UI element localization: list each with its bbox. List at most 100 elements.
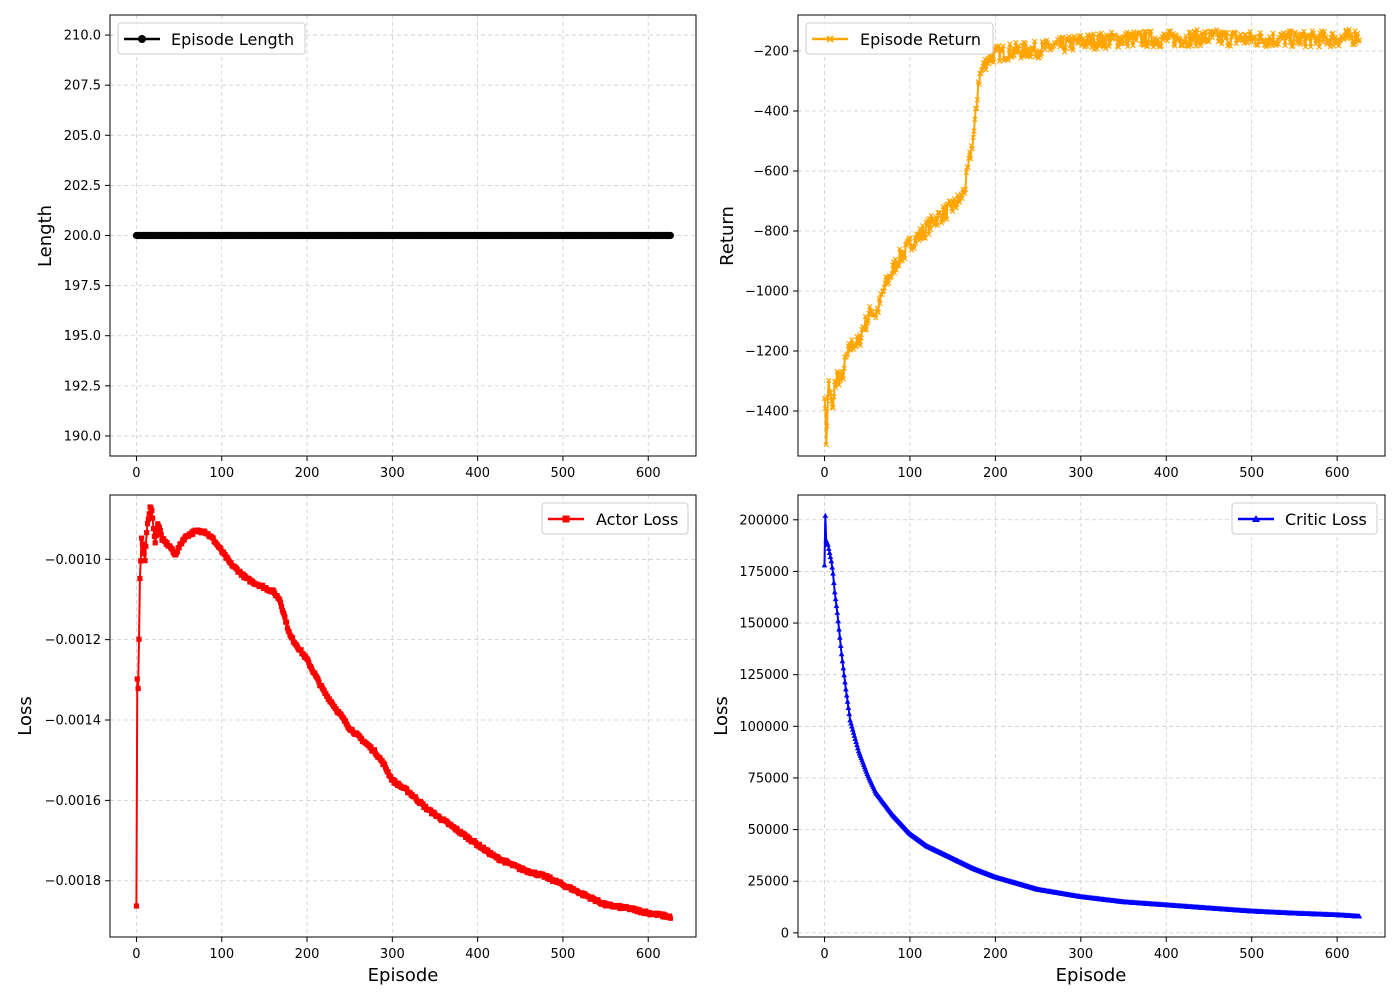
- return-point: [933, 214, 940, 221]
- actor-point: [154, 528, 160, 534]
- actor-point: [306, 659, 312, 665]
- actor-point: [277, 597, 283, 603]
- return-point: [962, 186, 969, 192]
- length-point: [666, 231, 675, 240]
- return-point: [841, 365, 847, 371]
- return-point: [1348, 36, 1354, 42]
- return-point: [1124, 29, 1130, 35]
- panel-critic: 0 100 200 300 400 500 600 0 25000 50000 75000 1000…: [711, 494, 1386, 986]
- actor-point: [282, 614, 288, 620]
- return-point: [1286, 28, 1293, 34]
- critic-point: [826, 549, 833, 556]
- actor-xtick-label-600: 600: [636, 947, 661, 962]
- critic-xtick-label-100: 100: [898, 947, 923, 962]
- actor-point: [133, 903, 140, 909]
- return-series-markers-0: [821, 26, 1363, 448]
- return-point: [1107, 40, 1113, 46]
- return-point: [1125, 43, 1131, 50]
- return-point: [1256, 34, 1263, 40]
- critic-point: [825, 541, 831, 547]
- return-point: [921, 228, 928, 234]
- length-ytick-label-2: 195.0: [64, 329, 101, 344]
- return-point: [1301, 28, 1307, 35]
- critic-xtick-label-300: 300: [1068, 947, 1093, 962]
- length-xtick-label-600: 600: [636, 466, 661, 481]
- length-ylabel: Length: [35, 205, 56, 267]
- return-point: [927, 226, 934, 233]
- return-point: [1061, 49, 1068, 55]
- return-point: [1336, 43, 1342, 49]
- critic-ytick-label-6: 150000: [739, 617, 789, 632]
- return-point: [1154, 36, 1161, 43]
- return-point: [1130, 42, 1136, 49]
- return-point: [1193, 43, 1199, 49]
- critic-legend-label: Critic Loss: [1285, 510, 1367, 529]
- return-point: [1037, 47, 1043, 54]
- return-point: [1279, 36, 1286, 42]
- critic-point: [836, 626, 842, 632]
- actor-point: [385, 769, 391, 775]
- return-point: [1177, 35, 1183, 42]
- return-point: [1248, 39, 1255, 45]
- actor-legend-label: Actor Loss: [596, 510, 678, 529]
- return-point: [896, 246, 903, 252]
- length-ytick-label-1: 192.5: [64, 379, 101, 394]
- actor-point: [138, 535, 145, 541]
- return-point: [837, 377, 844, 384]
- critic-point: [822, 512, 829, 518]
- return-point: [911, 245, 917, 252]
- return-legend-box: [805, 22, 994, 55]
- return-xtick-label-500: 500: [1239, 466, 1264, 481]
- actor-legend-marker: [562, 515, 570, 523]
- return-ytick-label-3: −800: [753, 225, 789, 240]
- return-point: [1202, 29, 1209, 36]
- return-ytick-label-1: −1200: [745, 345, 789, 360]
- return-point: [1321, 28, 1328, 35]
- return-point: [1194, 26, 1200, 33]
- length-legend: Episode Length: [117, 22, 306, 55]
- critic-ytick-label-0: 0: [781, 926, 789, 941]
- actor-legend: Actor Loss: [541, 502, 689, 535]
- actor-grid: [110, 495, 696, 937]
- return-point: [1013, 39, 1019, 46]
- return-series: [821, 26, 1363, 448]
- critic-point: [827, 553, 834, 560]
- return-point: [967, 155, 974, 162]
- critic-point: [834, 609, 841, 615]
- return-legend-marker: [826, 35, 834, 43]
- critic-point: [849, 723, 855, 729]
- return-point: [953, 205, 959, 211]
- actor-point: [176, 545, 182, 551]
- critic-point: [837, 642, 844, 648]
- return-point: [861, 327, 868, 333]
- critic-point: [855, 745, 861, 751]
- return-point: [1015, 43, 1022, 49]
- return-point: [833, 378, 840, 384]
- return-point: [990, 54, 996, 60]
- return-point: [1158, 43, 1164, 49]
- critic-point: [843, 692, 850, 698]
- return-point: [978, 70, 984, 77]
- critic-legend-box: [1231, 502, 1378, 535]
- return-point: [858, 335, 864, 341]
- critic-point: [831, 579, 837, 585]
- return-xtick-label-400: 400: [1154, 466, 1179, 481]
- return-point: [1078, 32, 1084, 39]
- actor-point: [136, 636, 142, 642]
- actor-point: [149, 507, 155, 514]
- return-point: [875, 309, 882, 316]
- critic-point: [848, 720, 854, 726]
- return-point: [1017, 49, 1023, 55]
- actor-point: [289, 635, 296, 641]
- return-point: [1079, 36, 1086, 42]
- actor-point: [476, 841, 482, 847]
- critic-point: [829, 564, 835, 570]
- return-point: [934, 222, 940, 229]
- return-point: [996, 58, 1003, 64]
- actor-point: [140, 547, 146, 553]
- return-point: [899, 257, 905, 264]
- actor-legend-box: [541, 502, 689, 535]
- return-series-line-0: [823, 28, 1361, 446]
- return-point: [823, 441, 829, 448]
- return-point: [1294, 35, 1300, 41]
